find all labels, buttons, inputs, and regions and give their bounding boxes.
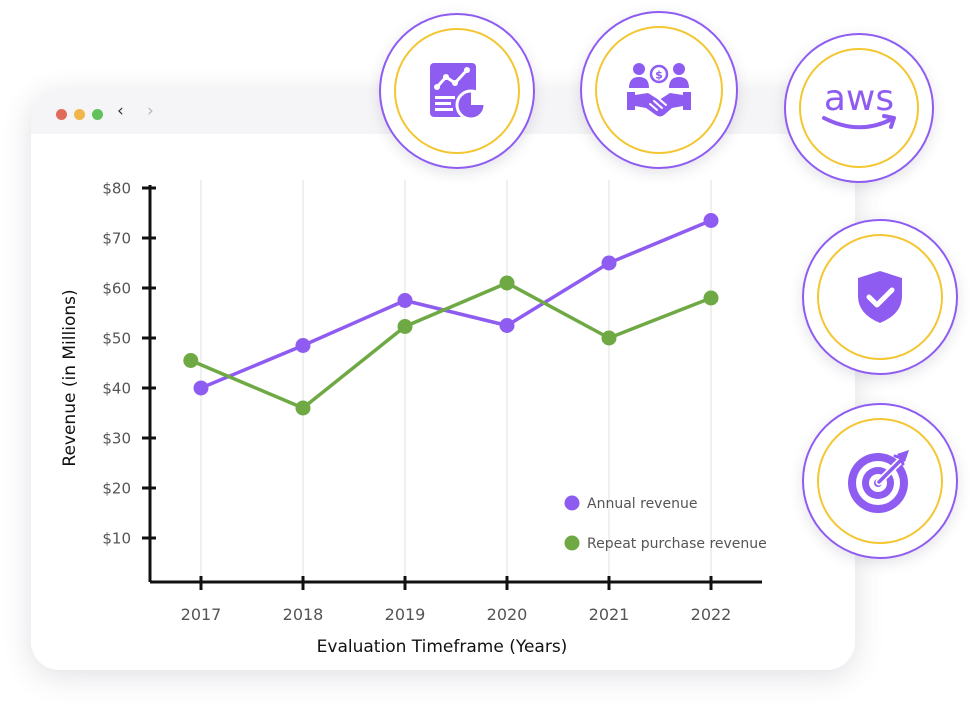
y-tick-label: $50 xyxy=(102,330,131,348)
svg-text:$: $ xyxy=(655,69,663,82)
y-tick-label: $40 xyxy=(102,380,131,398)
x-axis-title: Evaluation Timeframe (Years) xyxy=(317,637,568,657)
y-axis-title: Revenue (in Millions) xyxy=(60,289,80,466)
series-1-point xyxy=(601,255,617,271)
x-tick-label: 2018 xyxy=(283,605,324,624)
y-tick-label: $20 xyxy=(102,480,131,498)
minimize-dot-icon[interactable] xyxy=(74,109,85,120)
legend-marker xyxy=(564,495,580,511)
x-tick-label: 2020 xyxy=(487,605,528,624)
aws-logo-icon: aws xyxy=(822,78,896,130)
target-badge xyxy=(802,403,958,559)
analytics-badge xyxy=(379,13,535,169)
series-1-point xyxy=(703,213,719,228)
y-tick-label: $60 xyxy=(102,280,131,298)
aws-logo-text: aws xyxy=(824,78,894,119)
aws-badge: aws xyxy=(784,33,934,183)
series-1-point xyxy=(193,380,209,396)
series-1-point xyxy=(295,338,311,353)
series-2-point xyxy=(499,275,515,291)
x-tick-label: 2019 xyxy=(385,605,426,624)
target-arrow-icon xyxy=(848,450,909,513)
legend-label: Repeat purchase revenue xyxy=(587,536,767,552)
legend-marker xyxy=(564,535,580,551)
x-tick-label: 2017 xyxy=(181,605,222,624)
close-dot-icon[interactable] xyxy=(56,109,67,120)
series-2-point xyxy=(397,319,413,334)
series-2-point xyxy=(703,290,719,306)
y-axis-ticks: $10 $20 $30 $40 $50 $60 $70 $80 xyxy=(102,180,156,548)
security-badge xyxy=(802,219,958,375)
handshake-deal-icon: $ xyxy=(627,63,691,117)
handshake-badge: $ xyxy=(580,11,738,169)
x-axis-ticks: 2017 2018 2019 2020 2021 2022 xyxy=(181,576,732,624)
shield-check-icon xyxy=(858,271,902,323)
y-tick-label: $10 xyxy=(102,530,131,548)
analytics-report-icon xyxy=(430,63,487,121)
y-tick-label: $80 xyxy=(102,180,131,198)
forward-arrow-icon[interactable]: › xyxy=(147,101,154,121)
chart-axes xyxy=(148,185,762,584)
series-2-point xyxy=(183,353,199,368)
y-tick-label: $70 xyxy=(102,230,131,248)
grid-lines xyxy=(200,180,712,580)
series-1-point xyxy=(397,293,413,308)
legend-label: Annual revenue xyxy=(587,496,697,512)
back-arrow-icon[interactable]: ‹ xyxy=(117,101,124,121)
series-2-line xyxy=(190,281,712,410)
series-1-point xyxy=(499,318,515,333)
series-2-point xyxy=(601,330,617,346)
series-1-line xyxy=(200,218,712,390)
chart-series xyxy=(183,213,719,416)
maximize-dot-icon[interactable] xyxy=(92,109,103,120)
series-2-point xyxy=(295,400,311,416)
chart-legend: Annual revenue Repeat purchase revenue xyxy=(564,495,767,552)
y-tick-label: $30 xyxy=(102,430,131,448)
x-tick-label: 2022 xyxy=(691,605,732,624)
x-tick-label: 2021 xyxy=(589,605,630,624)
